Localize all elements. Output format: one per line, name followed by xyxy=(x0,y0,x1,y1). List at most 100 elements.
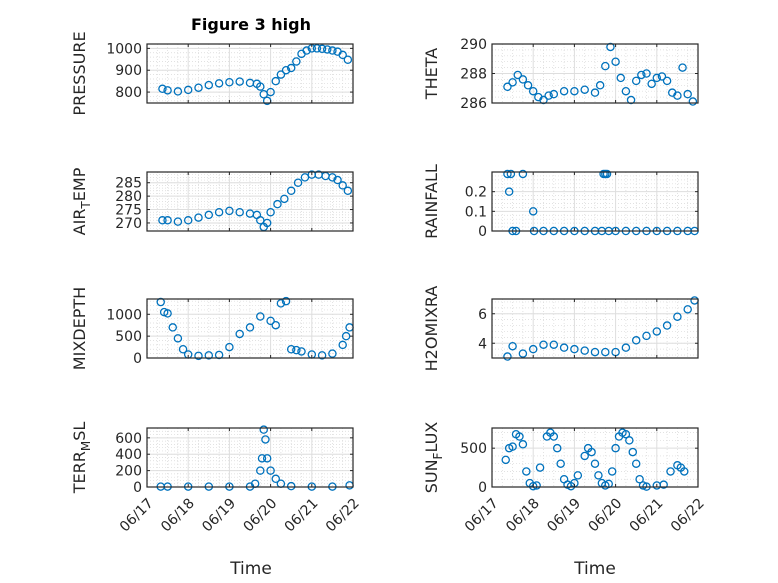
data-point xyxy=(637,70,646,80)
data-point xyxy=(559,86,569,96)
data-point xyxy=(214,79,224,88)
data-point xyxy=(559,343,569,352)
data-point xyxy=(245,323,255,332)
data-point xyxy=(317,351,327,360)
data-point xyxy=(262,218,272,228)
data-point xyxy=(601,347,610,357)
data-point xyxy=(158,84,167,94)
data-point xyxy=(523,81,533,90)
data-point xyxy=(259,425,268,434)
axes-box xyxy=(491,427,699,488)
data-point xyxy=(515,432,524,441)
x-tick-label: 06/17 xyxy=(117,495,157,535)
y-tick-label: 400 xyxy=(115,447,142,463)
data-point xyxy=(256,466,265,475)
data-point xyxy=(204,80,214,90)
y-tick-label: 0 xyxy=(133,480,142,496)
data-point xyxy=(680,467,689,476)
y-tick-label: 800 xyxy=(115,85,142,101)
y-tick-label: 6 xyxy=(478,307,487,323)
data-point xyxy=(573,471,583,480)
data-point xyxy=(621,86,631,96)
data-point xyxy=(168,323,177,332)
data-point xyxy=(601,61,610,71)
data-point xyxy=(570,86,579,96)
data-point xyxy=(652,327,662,336)
y-tick-label: 0 xyxy=(478,480,487,496)
data-point xyxy=(328,46,337,55)
data-point xyxy=(528,344,538,354)
data-point xyxy=(235,77,244,86)
data-point xyxy=(522,467,531,476)
data-point xyxy=(631,459,641,468)
data-point xyxy=(286,481,296,491)
data-point xyxy=(273,199,282,209)
y-axis-label: SUNFLUX xyxy=(422,422,445,494)
data-point xyxy=(626,95,636,105)
y-tick-label: 290 xyxy=(460,37,487,53)
data-point xyxy=(204,351,214,360)
data-point xyxy=(556,459,565,468)
data-point xyxy=(549,89,559,99)
data-point xyxy=(503,352,512,361)
data-point xyxy=(621,429,631,439)
data-point xyxy=(276,479,286,488)
data-point xyxy=(518,75,528,84)
data-point xyxy=(503,82,512,92)
data-point xyxy=(642,331,651,341)
data-point xyxy=(508,78,517,87)
x-tick-label: 06/19 xyxy=(544,495,584,535)
data-point xyxy=(616,73,626,83)
data-point xyxy=(261,435,270,444)
y-tick-label: 1000 xyxy=(106,41,142,57)
data-point xyxy=(611,57,620,66)
y-axis-label: PRESSURE xyxy=(70,31,89,115)
y-tick-label: 500 xyxy=(115,329,142,345)
data-point xyxy=(173,334,183,343)
data-point xyxy=(266,207,275,217)
data-point xyxy=(688,97,698,106)
y-tick-label: 275 xyxy=(115,203,142,219)
data-point xyxy=(317,44,327,54)
x-axis-label-right: Time xyxy=(573,559,616,579)
data-point xyxy=(539,95,548,105)
y-tick-label: 900 xyxy=(115,63,142,79)
x-tick-label: 06/18 xyxy=(158,495,198,535)
data-point xyxy=(518,349,528,358)
data-point xyxy=(173,217,183,226)
data-point xyxy=(178,345,188,354)
data-point xyxy=(281,296,291,306)
data-point xyxy=(513,70,523,80)
data-point xyxy=(183,85,193,95)
data-point xyxy=(528,207,538,216)
data-point xyxy=(678,63,687,72)
data-point xyxy=(286,63,296,73)
subplot-rainfall: 0 0.1 0.2 RAINFALL xyxy=(422,164,699,240)
data-point xyxy=(338,340,347,350)
data-point xyxy=(602,169,612,179)
data-point xyxy=(631,336,641,345)
data-point xyxy=(343,55,353,64)
data-point xyxy=(683,89,692,99)
data-point xyxy=(631,76,641,86)
data-point xyxy=(266,466,275,475)
data-point xyxy=(262,454,272,463)
data-point xyxy=(256,82,265,91)
subplot-pressure: 800 900 1000 PRESSURE xyxy=(70,31,354,116)
data-point xyxy=(590,347,600,357)
data-point xyxy=(662,76,672,86)
y-tick-label: 4 xyxy=(478,336,487,352)
data-point xyxy=(628,447,638,457)
data-point xyxy=(683,305,692,314)
data-point xyxy=(580,346,589,355)
subplot-sun-flux: 0 500 06/17 06/18 06/19 06/20 06/21 06/22 SUNFLU… xyxy=(422,422,708,536)
axes-box xyxy=(146,427,354,488)
x-tick-label: 06/19 xyxy=(199,495,239,535)
data-point xyxy=(611,443,620,453)
y-tick-label: 285 xyxy=(115,176,142,192)
data-point xyxy=(163,216,172,225)
data-point xyxy=(225,77,234,87)
y-axis-label: THETA xyxy=(422,48,441,100)
x-tick-label: 06/21 xyxy=(627,495,667,535)
